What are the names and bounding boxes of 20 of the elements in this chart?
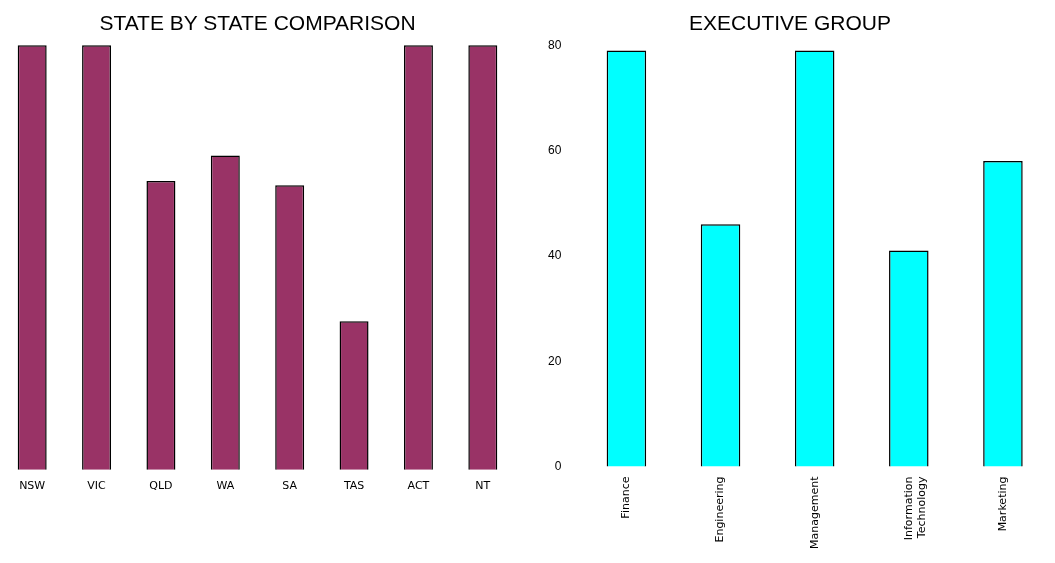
x-tick-label: Marketing: [995, 476, 1009, 532]
x-tick-label: NSW: [19, 479, 46, 493]
y-tick-label: 40: [547, 248, 562, 263]
x-tick-label: ACT: [407, 479, 430, 493]
x-tick-label: Engineering: [713, 476, 727, 543]
x-tick-label: SA: [282, 479, 298, 493]
x-tick-label: Management: [807, 475, 821, 550]
y-tick-label: 20: [547, 353, 562, 368]
x-tick-label: Finance: [619, 476, 633, 519]
chart-title: EXECUTIVE GROUP: [689, 11, 891, 35]
x-tick-label: VIC: [87, 479, 107, 493]
y-tick-label: 0: [554, 458, 562, 473]
chart-title: STATE BY STATE COMPARISON: [99, 11, 416, 35]
x-tick-label: Information Technology: [901, 476, 928, 541]
y-tick-label: 80: [547, 37, 562, 52]
y-tick-label: 60: [547, 142, 562, 157]
x-tick-label: WA: [216, 479, 235, 493]
x-tick-label: NT: [475, 479, 491, 493]
x-tick-label: QLD: [149, 479, 173, 493]
x-tick-label: TAS: [342, 479, 365, 493]
